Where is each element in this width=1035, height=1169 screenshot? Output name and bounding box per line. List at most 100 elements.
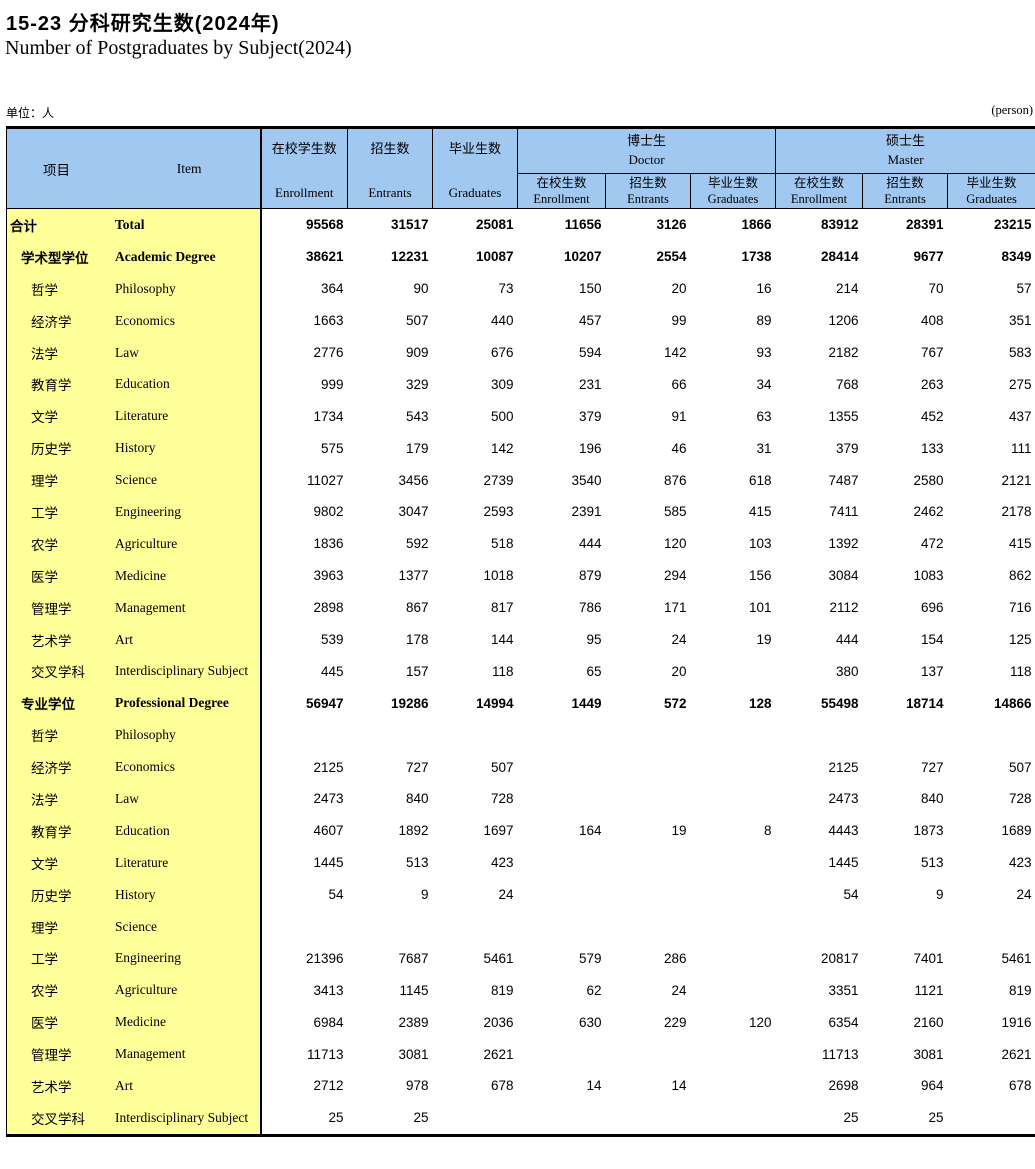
- row-item-cell: 艺术学 Art: [6, 623, 262, 656]
- cell-doctor-graduates: [691, 719, 776, 751]
- cell-total-enrollment: 21396: [305, 950, 344, 966]
- cell-total-enrollment: 95568: [305, 217, 344, 233]
- cell-master-enrollment: 1445: [828, 855, 859, 871]
- cell-total-graduates: 817: [490, 600, 514, 616]
- table-row: 艺术学 Art 2712 978 678 14 14 2698 964 678: [6, 1070, 1035, 1102]
- table-row: 合计 Total 95568 31517 25081 11656 3126 18…: [6, 208, 1035, 241]
- cell-total-entrants: 2389: [398, 1014, 429, 1030]
- cell-doctor-entrants: 120: [663, 536, 687, 552]
- cell-total-graduates: 678: [490, 1078, 514, 1094]
- cell-master-enrollment: 54: [843, 887, 859, 903]
- row-item-cell: 法学 Law: [6, 783, 262, 815]
- cell-master-entrants: 1121: [914, 982, 944, 998]
- cell-master-enrollment: 444: [836, 632, 859, 648]
- cell-master-entrants: 840: [921, 791, 944, 807]
- cell-total-enrollment: 575: [320, 440, 344, 456]
- cell-master-entrants: 133: [921, 440, 944, 456]
- cell-doctor-enrollment: 594: [578, 345, 602, 360]
- cell-doctor-entrants: 585: [663, 504, 687, 520]
- cell-total-entrants: 7687: [398, 950, 429, 966]
- cell-doctor-enrollment: 3540: [571, 472, 602, 488]
- cell-total-enrollment: 539: [320, 632, 344, 648]
- cell-doctor-enrollment: 457: [578, 313, 602, 329]
- cell-doctor-graduates: [691, 879, 776, 911]
- unit-label-chinese: 单位：人: [6, 106, 55, 120]
- cell-doctor-graduates: [691, 942, 776, 974]
- row-item-cell: 历史学 History: [6, 432, 262, 465]
- cell-doctor-graduates: 34: [756, 376, 772, 392]
- cell-master-entrants: 263: [921, 376, 944, 392]
- cell-master-entrants: 2462: [913, 504, 944, 520]
- cell-total-enrollment: 4607: [313, 823, 344, 839]
- cell-doctor-graduates: [691, 751, 776, 783]
- cell-master-entrants: 2580: [913, 472, 944, 488]
- cell-doctor-entrants: 20: [671, 663, 687, 679]
- cell-doctor-graduates: 8: [764, 823, 772, 839]
- cell-doctor-entrants: 572: [663, 695, 687, 711]
- header-group-master: 硕士生 Master: [775, 127, 1035, 174]
- cell-total-entrants: 507: [405, 313, 429, 329]
- cell-total-enrollment: 2125: [313, 759, 344, 775]
- cell-master-enrollment: 1206: [828, 313, 859, 329]
- row-item-cell: 工学 Engineering: [6, 496, 262, 528]
- cell-master-entrants: 9677: [913, 249, 944, 265]
- cell-doctor-graduates: 31: [756, 440, 772, 456]
- row-label-en: Agriculture: [115, 535, 178, 551]
- cell-master-entrants: 1873: [913, 823, 944, 839]
- cell-doctor-enrollment: 379: [578, 408, 602, 424]
- cell-total-graduates: 5461: [483, 950, 514, 966]
- row-label-zh: 学术型学位: [21, 250, 89, 266]
- table-row: 文学 Literature 1734 543 500 379 91 63 135…: [6, 400, 1035, 433]
- cell-master-entrants: 154: [921, 632, 944, 648]
- row-item-cell: 农学 Agriculture: [6, 974, 262, 1007]
- cell-total-graduates: 507: [490, 759, 514, 775]
- row-item-cell: 法学 Law: [6, 336, 262, 369]
- cell-doctor-graduates: 63: [756, 408, 772, 424]
- page-title-chinese: 15-23 分科研究生数(2024年): [6, 13, 280, 35]
- cell-master-enrollment: 6354: [828, 1014, 859, 1030]
- cell-master-enrollment: [776, 719, 863, 751]
- row-item-cell: 哲学 Philosophy: [6, 719, 262, 752]
- cell-total-enrollment: 2898: [313, 600, 344, 616]
- row-label-en: Engineering: [115, 950, 181, 966]
- cell-doctor-entrants: 19: [671, 823, 687, 839]
- row-label-zh: 教育学: [31, 378, 72, 394]
- cell-doctor-graduates: 1738: [741, 249, 772, 265]
- row-label-en: Total: [115, 216, 145, 232]
- row-label-en: Economics: [115, 759, 175, 775]
- row-label-en: Medicine: [115, 567, 166, 583]
- cell-total-graduates: 144: [490, 632, 514, 648]
- cell-doctor-graduates: [691, 783, 776, 815]
- cell-master-graduates: 862: [1009, 568, 1032, 584]
- cell-master-entrants: 7401: [913, 950, 944, 966]
- cell-master-graduates: [948, 911, 1035, 943]
- header-item-zh: 项目: [43, 162, 70, 178]
- cell-master-graduates: 583: [1009, 345, 1032, 360]
- cell-doctor-enrollment: [518, 1102, 606, 1135]
- cell-master-enrollment: 83912: [820, 217, 859, 233]
- row-label-en: Education: [115, 822, 170, 838]
- cell-master-enrollment: 55498: [820, 695, 859, 711]
- cell-master-enrollment: 2698: [828, 1078, 859, 1094]
- cell-master-entrants: 2160: [913, 1014, 944, 1030]
- cell-total-graduates: 1697: [483, 823, 514, 839]
- cell-doctor-graduates: 156: [749, 568, 772, 584]
- table-row: 交叉学科 Interdisciplinary Subject 25 25 25 …: [6, 1101, 1035, 1136]
- cell-master-graduates: 1689: [1001, 823, 1032, 839]
- cell-master-graduates: 2178: [1001, 504, 1032, 520]
- row-label-en: Art: [115, 1077, 133, 1093]
- row-label-zh: 文学: [31, 410, 58, 426]
- table-row: 专业学位 Professional Degree 56947 19286 149…: [6, 687, 1035, 720]
- cell-total-graduates: 309: [490, 376, 514, 392]
- cell-master-enrollment: 3351: [828, 982, 859, 998]
- cell-total-entrants: 25: [413, 1110, 429, 1126]
- row-item-cell: 医学 Medicine: [6, 1006, 262, 1039]
- cell-doctor-graduates: 16: [756, 281, 772, 297]
- cell-doctor-entrants: [606, 1102, 691, 1135]
- cell-doctor-graduates: [691, 1038, 776, 1070]
- cell-master-entrants: 1083: [913, 568, 944, 584]
- cell-total-enrollment: 11027: [306, 472, 344, 488]
- cell-total-graduates: [433, 911, 518, 943]
- header-total-graduates: 毕业生数 Graduates: [432, 127, 518, 209]
- cell-doctor-entrants: 294: [663, 568, 687, 584]
